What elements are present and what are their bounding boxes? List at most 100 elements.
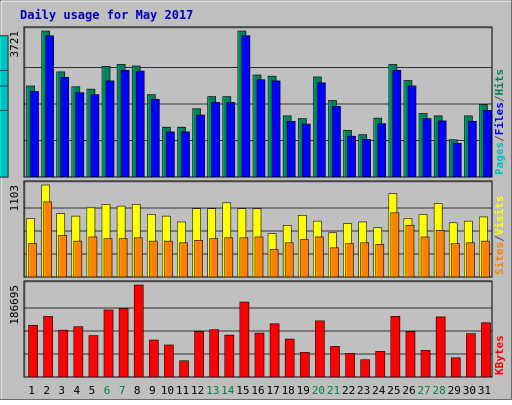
- bar-files: [301, 123, 311, 178]
- legend-item: Hits: [493, 69, 506, 96]
- x-tick-label: 12: [191, 384, 204, 397]
- legend-item: /: [493, 135, 506, 142]
- x-axis-labels: 1 2 3 4 5 6 7 8 9 10 11 12 13 14 15 16 17 18 19 20 21 22 23 24 2…: [28, 384, 491, 397]
- bar-sites: [179, 242, 188, 278]
- x-tick-label: 11: [176, 384, 189, 397]
- bar-files: [60, 77, 70, 178]
- bar-kbytes: [88, 335, 99, 378]
- series-sites: [28, 201, 490, 278]
- x-tick-label: 22: [342, 384, 355, 397]
- x-tick-label: 2: [43, 384, 50, 397]
- x-tick-label: 4: [74, 384, 81, 397]
- bar-sites: [118, 238, 128, 278]
- bar-sites: [209, 238, 219, 278]
- bar-files: [45, 35, 54, 178]
- series-pages: [0, 35, 9, 178]
- x-tick-label: 27: [417, 384, 430, 397]
- bar-kbytes: [179, 360, 189, 378]
- bar-kbytes: [209, 329, 220, 378]
- bar-kbytes: [420, 350, 431, 378]
- bar-kbytes: [103, 309, 114, 378]
- bar-sites: [133, 237, 143, 278]
- bar-sites: [450, 243, 460, 278]
- x-tick-label: 28: [433, 384, 446, 397]
- x-tick-label: 20: [312, 384, 325, 397]
- bar-files: [422, 118, 432, 178]
- bar-kbytes: [360, 359, 370, 378]
- bar-files: [241, 35, 251, 178]
- legend-item: Visits: [493, 196, 506, 236]
- x-tick-label: 5: [89, 384, 96, 397]
- bar-files: [120, 69, 130, 178]
- x-tick-label: 8: [134, 384, 141, 397]
- bar-sites: [375, 244, 385, 278]
- legend-item: /: [493, 95, 506, 102]
- bar-files: [362, 139, 371, 178]
- x-tick-label: 31: [478, 384, 491, 397]
- bar-kbytes: [450, 357, 461, 378]
- bar-files: [377, 123, 387, 178]
- bar-kbytes: [254, 332, 265, 378]
- bar-files: [407, 85, 417, 178]
- bar-sites: [481, 240, 490, 278]
- legend-sites-visits: Sites/Visits: [493, 196, 506, 276]
- legend-item: Files: [493, 102, 506, 135]
- bar-sites: [390, 212, 400, 278]
- bar-kbytes: [315, 320, 325, 378]
- bar-kbytes: [375, 351, 386, 378]
- axis-max-label: 1103: [8, 185, 21, 212]
- bar-kbytes: [284, 338, 295, 378]
- bar-files: [105, 80, 115, 178]
- legend-pages-files-hits: Pages/Files/Hits: [493, 69, 506, 175]
- bar-sites: [435, 229, 445, 278]
- bar-sites: [345, 243, 354, 278]
- bar-sites: [299, 239, 309, 278]
- x-tick-label: 13: [206, 384, 219, 397]
- bar-sites: [194, 240, 203, 278]
- bar-files: [135, 70, 145, 178]
- legend-item: KBytes: [493, 335, 506, 375]
- bar-files: [256, 79, 266, 178]
- bar-files: [166, 131, 175, 178]
- bar-kbytes: [435, 316, 446, 378]
- legend-text: Pages/Files/Hits: [493, 69, 506, 175]
- x-tick-label: 21: [327, 384, 340, 397]
- bar-files: [392, 69, 402, 178]
- chart-title: Daily usage for May 2017: [20, 8, 193, 22]
- legend-text: Sites/Visits: [493, 196, 506, 276]
- x-tick-label: 23: [357, 384, 370, 397]
- bar-kbytes: [194, 331, 204, 378]
- bar-sites: [254, 236, 264, 278]
- x-tick-label: 6: [104, 384, 111, 397]
- bar-files: [30, 91, 39, 178]
- x-tick-label: 26: [402, 384, 415, 397]
- x-tick-label: 19: [297, 384, 310, 397]
- bar-sites: [466, 242, 475, 278]
- bar-sites: [103, 238, 113, 278]
- x-tick-label: 25: [387, 384, 400, 397]
- bar-kbytes: [239, 301, 250, 378]
- x-tick-label: 29: [448, 384, 461, 397]
- bar-kbytes: [405, 331, 416, 378]
- x-tick-label: 14: [221, 384, 235, 397]
- bar-files: [483, 109, 492, 178]
- bar-kbytes: [43, 316, 53, 378]
- panels-layer: 3721Pages/Files/Hits1103Sites/Visits1866…: [0, 26, 506, 378]
- bar-sites: [43, 201, 52, 278]
- bar-files: [317, 82, 326, 178]
- bar-sites: [405, 224, 415, 278]
- bar-sites: [360, 242, 369, 278]
- bar-files: [226, 102, 236, 178]
- bar-kbytes: [299, 352, 310, 378]
- x-tick-label: 16: [251, 384, 264, 397]
- bar-sites: [149, 240, 158, 278]
- bar-sites: [224, 237, 234, 278]
- bar-kbytes: [390, 316, 401, 378]
- bar-files: [347, 135, 356, 178]
- bar-files: [286, 120, 296, 178]
- x-tick-label: 17: [266, 384, 279, 397]
- bar-files: [332, 106, 341, 178]
- bar-kbytes: [28, 324, 38, 378]
